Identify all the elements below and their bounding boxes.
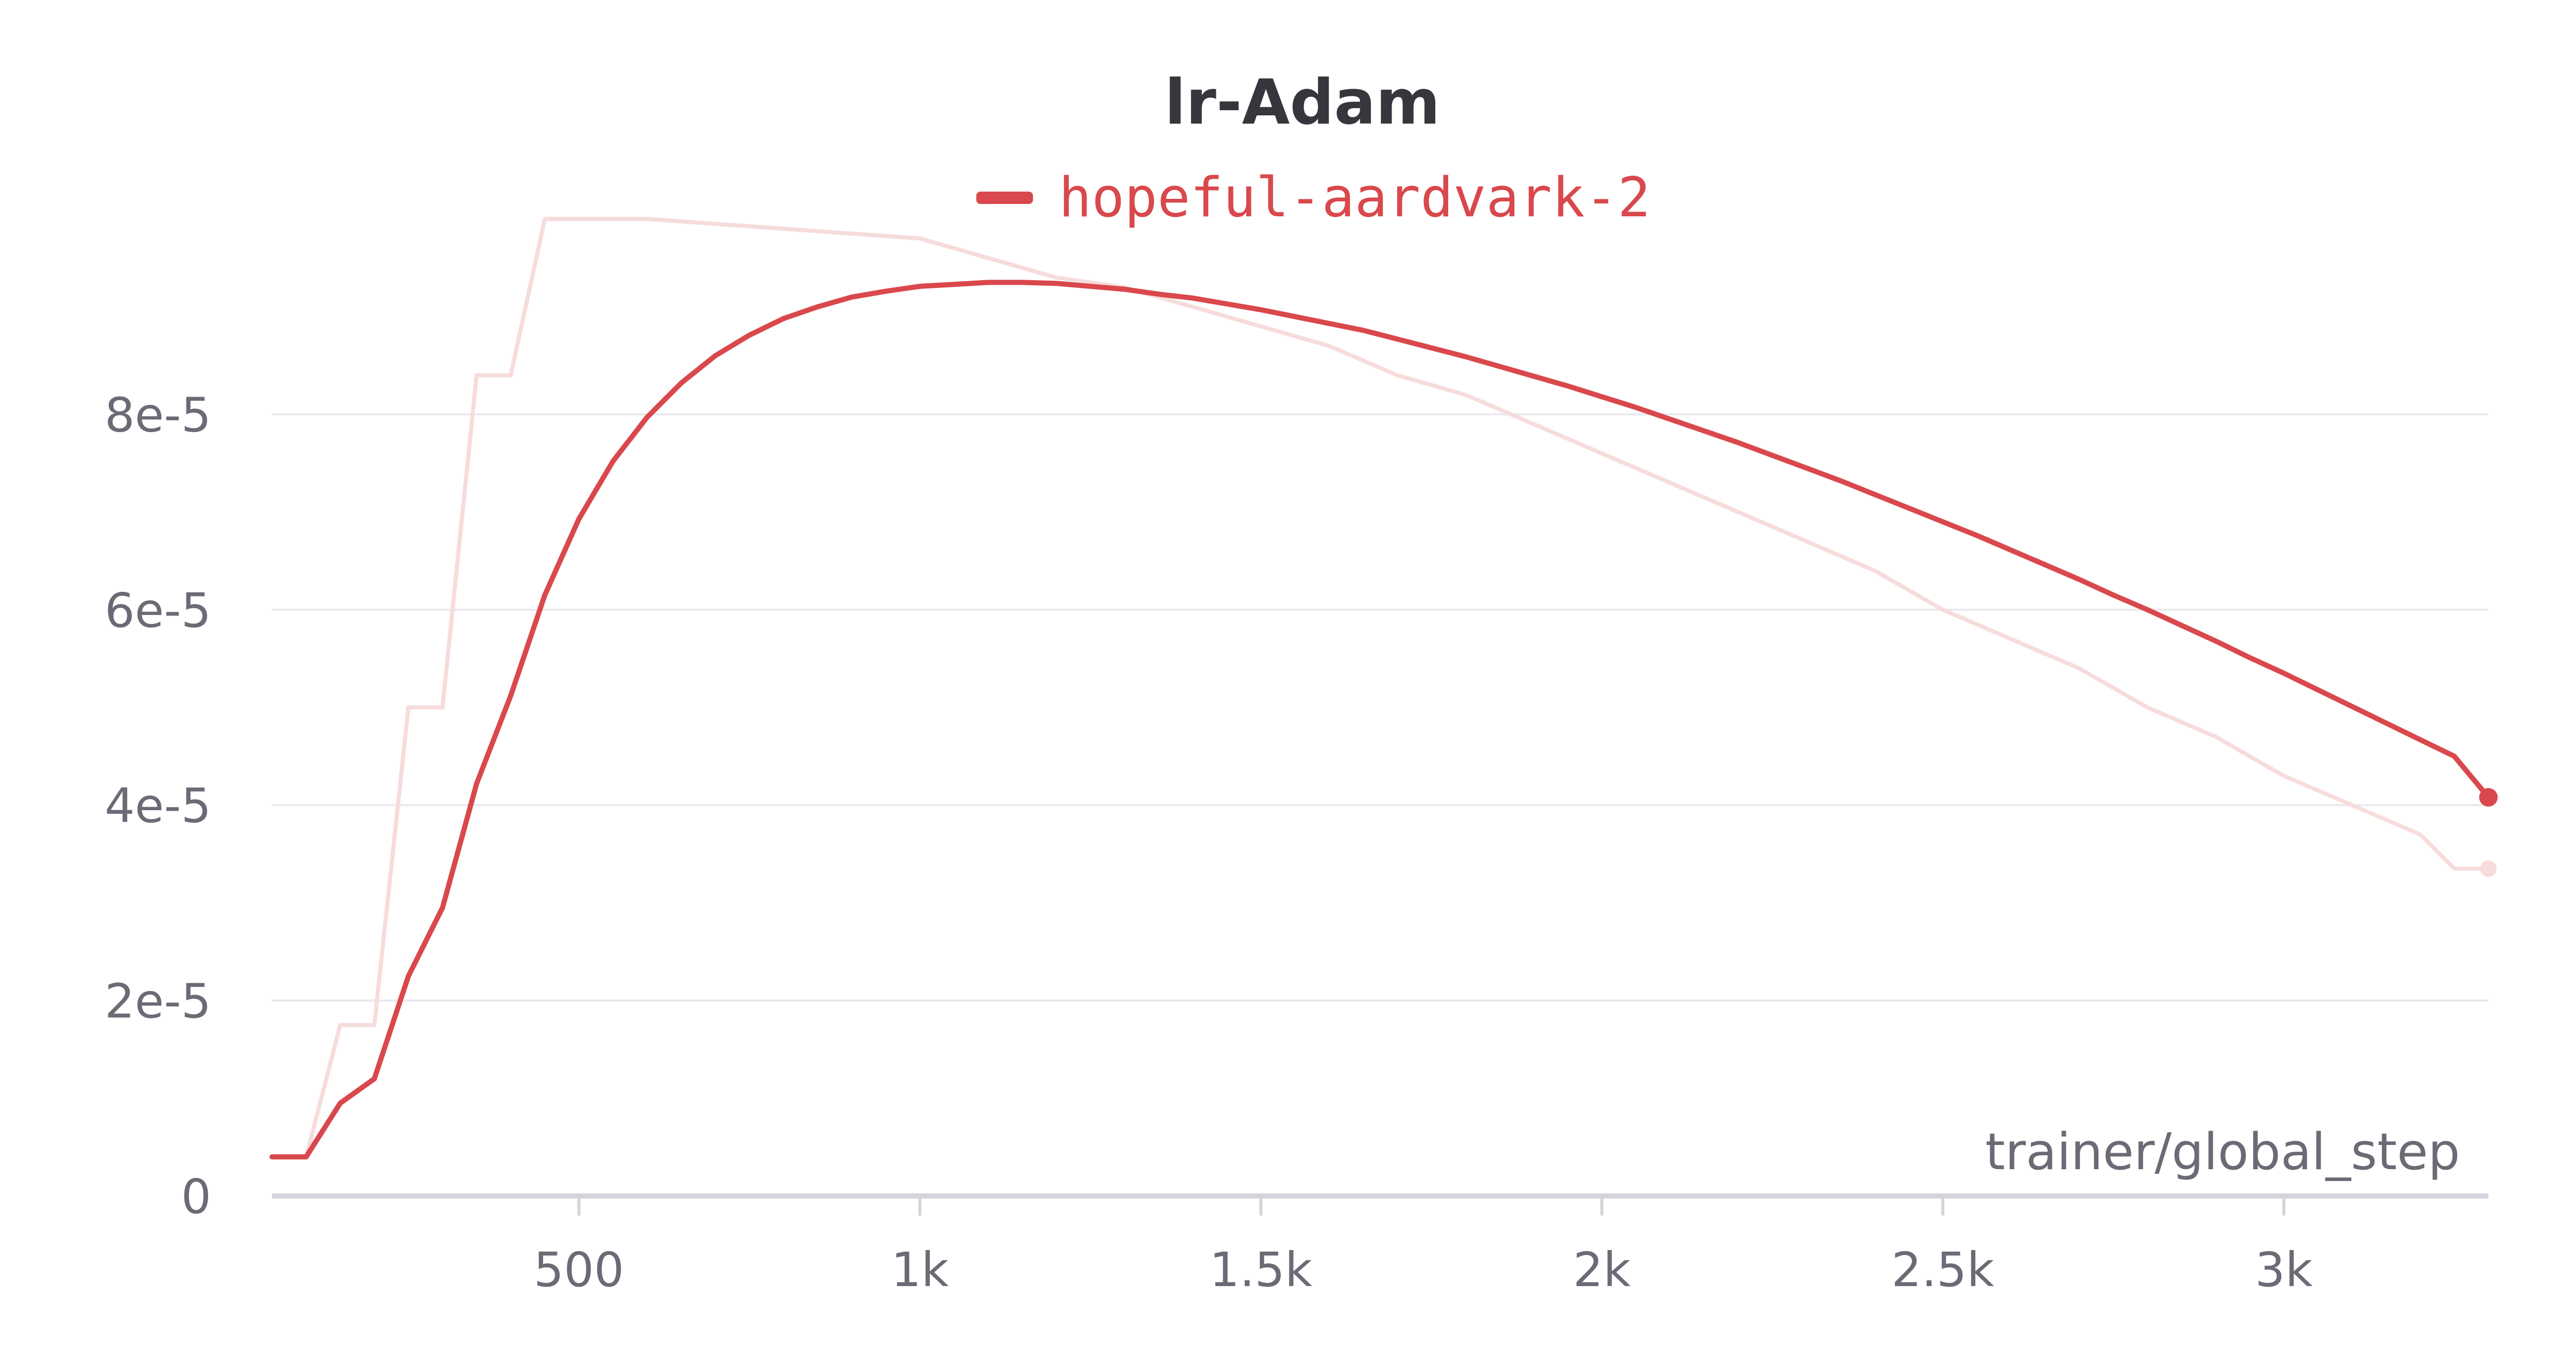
x-tick-label: 1.5k [1210, 1242, 1313, 1297]
x-tick-label: 2k [1573, 1242, 1631, 1297]
legend-swatch [976, 192, 1033, 204]
x-axis: 500 1k 1.5k 2k 2.5k 3k [272, 1193, 2488, 1297]
x-tick-label: 2.5k [1891, 1242, 1994, 1297]
legend-label: hopeful-aardvark-2 [1059, 166, 1651, 229]
chart-title: lr-Adam [1165, 67, 1440, 139]
y-tick-label: 2e-5 [105, 974, 211, 1029]
series-path [269, 280, 2491, 1160]
x-tick-label: 1k [891, 1242, 950, 1297]
raw-series-end-point [2480, 860, 2497, 877]
x-axis-label: trainer/global_step [1985, 1123, 2460, 1182]
y-axis: 0 2e-5 4e-5 6e-5 8e-5 [105, 387, 211, 1224]
raw-series-line [272, 217, 2488, 1159]
raw-series [272, 217, 2497, 1159]
y-tick-label: 4e-5 [105, 778, 211, 833]
legend[interactable]: hopeful-aardvark-2 [976, 166, 1651, 229]
x-tick-label: 500 [534, 1242, 624, 1297]
grid [272, 413, 2488, 1002]
series-end-point[interactable] [2479, 788, 2498, 807]
y-tick-label: 0 [181, 1169, 211, 1224]
y-tick-label: 6e-5 [105, 583, 211, 638]
y-tick-label: 8e-5 [105, 387, 211, 442]
series-line[interactable] [269, 280, 2498, 1160]
x-tick-label: 3k [2255, 1242, 2313, 1297]
